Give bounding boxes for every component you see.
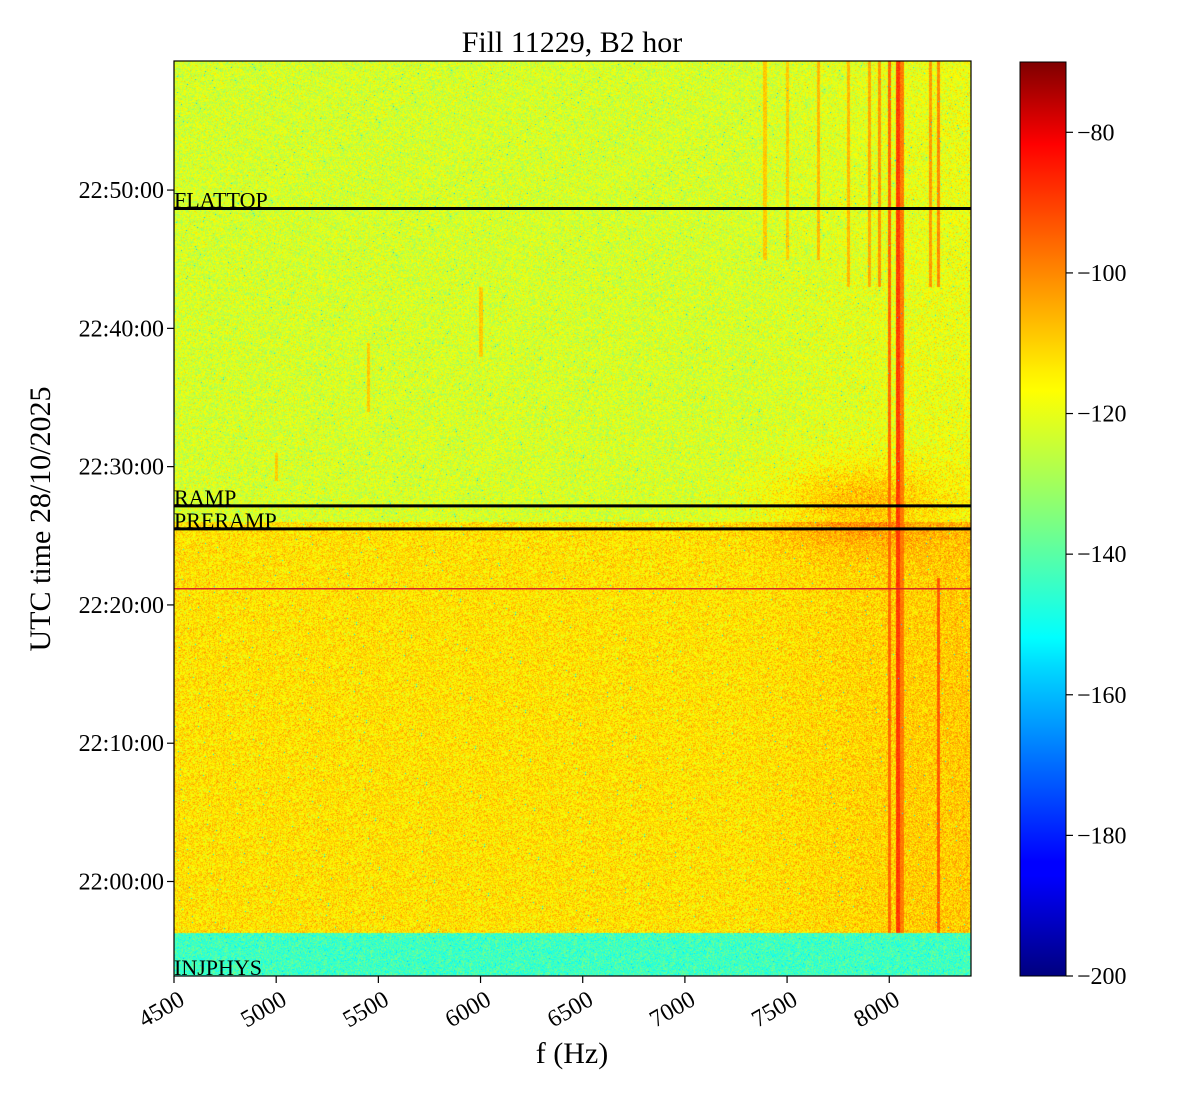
x-tick-label: 7500 xyxy=(748,987,803,1034)
y-tick-label: 22:10:00 xyxy=(79,731,164,757)
x-tick-label: 6500 xyxy=(543,987,598,1034)
x-tick-label: 7000 xyxy=(645,987,700,1034)
phase-marker-label: PRERAMP xyxy=(174,508,277,533)
x-axis-label: f (Hz) xyxy=(536,1037,608,1070)
colorbar-tick-label: −140 xyxy=(1077,542,1127,568)
x-tick-label: 4500 xyxy=(134,987,189,1034)
colorbar-ticks: −80 −100 −120 −140 −160 −180 −200 xyxy=(1066,120,1127,990)
colorbar-tick-label: −200 xyxy=(1077,964,1127,990)
x-tick-label: 5000 xyxy=(237,987,292,1034)
colorbar-gradient xyxy=(1019,61,1067,977)
x-tick-label: 6000 xyxy=(441,987,496,1034)
plot-frame xyxy=(173,60,972,977)
y-tick-label: 22:40:00 xyxy=(79,316,164,342)
y-tick-label: 22:50:00 xyxy=(79,178,164,204)
y-tick-label: 22:20:00 xyxy=(79,593,164,619)
colorbar-tick-label: −160 xyxy=(1077,683,1127,709)
colorbar-tick-label: −180 xyxy=(1077,823,1127,849)
spectrogram-heatmap xyxy=(174,61,971,976)
colorbar-tick-label: −100 xyxy=(1077,261,1127,287)
y-axis-ticks: 22:00:00 22:10:00 22:20:00 22:30:00 22:40:00… xyxy=(79,178,174,896)
phase-marker-label: FLATTOP xyxy=(174,188,268,213)
colorbar-tick-label: −80 xyxy=(1077,120,1115,146)
x-axis-ticks: 4500 5000 5500 6000 6500 7000 7500 8000 xyxy=(134,976,904,1033)
x-tick-label: 5500 xyxy=(339,987,394,1034)
y-tick-label: 22:00:00 xyxy=(79,870,164,896)
x-tick-label: 8000 xyxy=(850,987,905,1034)
colorbar: −80 −100 −120 −140 −160 −180 −200 xyxy=(1019,61,1127,990)
colorbar-tick-label: −120 xyxy=(1077,402,1127,428)
phase-marker-label: RAMP xyxy=(174,485,236,510)
y-tick-label: 22:30:00 xyxy=(79,455,164,481)
y-axis-label: UTC time 28/10/2025 xyxy=(24,387,57,652)
chart-title: Fill 11229, B2 hor xyxy=(462,26,683,59)
